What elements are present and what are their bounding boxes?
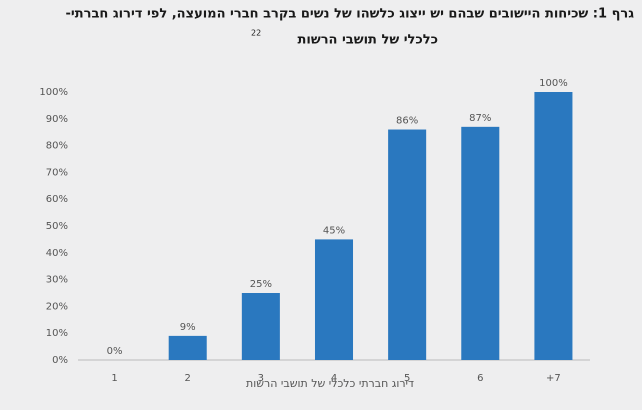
bar (241, 293, 280, 360)
y-tick-label: 10% (46, 328, 68, 339)
data-label: 86% (396, 116, 418, 127)
data-label: 25% (250, 279, 272, 290)
data-label: 45% (323, 225, 345, 236)
y-tick-label: 30% (46, 275, 68, 286)
bar (168, 335, 207, 360)
data-label: 9% (180, 322, 196, 333)
y-tick-label: 90% (46, 114, 68, 125)
x-tick-label: 1 (111, 373, 117, 384)
y-tick-label: 80% (46, 141, 68, 152)
y-tick-label: 0% (52, 355, 68, 366)
y-tick-label: 100% (39, 87, 68, 98)
x-tick-label: 3 (258, 373, 264, 384)
chart-title-line: גרף 1: שכיחות היישובים שבהם יש ייצוג כלש… (66, 7, 635, 22)
x-tick-label: 6 (477, 373, 483, 384)
y-tick-label: 70% (46, 167, 68, 178)
y-tick-label: 50% (46, 221, 68, 232)
x-tick-label: 2 (185, 373, 191, 384)
x-tick-label: +7 (546, 373, 561, 384)
data-label: 0% (107, 346, 123, 357)
bar (534, 92, 573, 360)
bar (314, 239, 354, 360)
x-tick-label: 4 (331, 373, 337, 384)
chart-title-line: כלכלי של תושבי הרשות (298, 33, 439, 48)
x-axis-label: דירוג חברתי כלכלי של תושבי הרשות (246, 377, 414, 390)
x-tick-label: 5 (404, 373, 410, 384)
y-tick-label: 20% (46, 301, 68, 312)
y-tick-label: 60% (46, 194, 68, 205)
data-label: 100% (539, 78, 568, 89)
title-footnote: 22 (251, 29, 261, 38)
bar (461, 126, 500, 360)
data-label: 87% (469, 113, 491, 124)
y-tick-label: 40% (46, 248, 68, 259)
bar (388, 129, 427, 360)
